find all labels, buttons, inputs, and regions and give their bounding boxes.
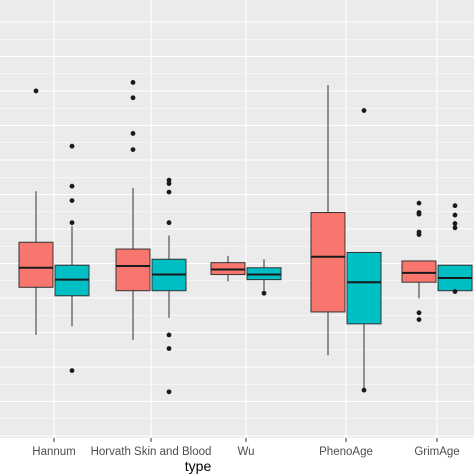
outlier-point-3 bbox=[452, 212, 458, 218]
box-body bbox=[18, 241, 54, 288]
box-body bbox=[401, 260, 437, 283]
outlier-point-2 bbox=[166, 332, 172, 338]
outlier-point-0 bbox=[452, 289, 458, 294]
x-tick-labels: Hannum Horvath Skin and Blood Wu PhenoAge Gr… bbox=[32, 446, 459, 458]
outlier-point-6 bbox=[416, 200, 422, 206]
box-phenoage-group1 bbox=[310, 85, 346, 356]
box-wu-group1 bbox=[210, 255, 246, 282]
outlier-point-3 bbox=[166, 220, 172, 226]
box-body bbox=[346, 251, 382, 325]
box-body bbox=[310, 212, 346, 313]
outlier-point-3 bbox=[416, 229, 422, 235]
outlier-point-3 bbox=[69, 183, 75, 189]
box-horvath-skin-and-blood-group1 bbox=[115, 80, 151, 340]
plot-panel bbox=[0, 0, 474, 438]
outlier-point-5 bbox=[166, 181, 172, 187]
outlier-point-2 bbox=[452, 221, 458, 226]
box-grimage-group2 bbox=[437, 203, 473, 294]
box-phenoage-group2 bbox=[346, 108, 382, 393]
box-hannum-group2 bbox=[54, 143, 90, 373]
outlier-point-4 bbox=[452, 203, 458, 209]
box-hannum-group1 bbox=[18, 88, 54, 335]
x-tick-label-3: PhenoAge bbox=[319, 446, 373, 458]
outlier-point-2 bbox=[130, 95, 136, 101]
outlier-point-3 bbox=[130, 80, 136, 85]
outlier-point-0 bbox=[130, 147, 136, 153]
outlier-point-0 bbox=[416, 317, 422, 322]
x-grid-lines bbox=[53, 0, 438, 438]
outlier-point-0 bbox=[261, 290, 267, 296]
box-horvath-skin-and-blood-group2 bbox=[151, 177, 187, 395]
outlier-point-6 bbox=[166, 177, 172, 183]
x-tick-label-4: GrimAge bbox=[414, 446, 459, 458]
x-axis-title: type bbox=[185, 458, 212, 474]
x-ticks bbox=[53, 438, 438, 442]
outlier-point-4 bbox=[166, 189, 172, 195]
outlier-point-0 bbox=[361, 387, 367, 393]
outlier-point-0 bbox=[69, 368, 75, 373]
outlier-point-5 bbox=[416, 210, 422, 215]
outlier-point-1 bbox=[166, 346, 172, 351]
outlier-point-2 bbox=[69, 198, 75, 204]
box-grimage-group1 bbox=[401, 200, 437, 322]
outlier-point-0 bbox=[33, 88, 39, 94]
box-wu-group2 bbox=[246, 259, 282, 296]
outlier-point-1 bbox=[361, 108, 367, 113]
box-body bbox=[115, 248, 151, 292]
outlier-point-4 bbox=[69, 143, 75, 149]
outlier-point-1 bbox=[416, 310, 422, 316]
x-tick-label-1: Horvath Skin and Blood bbox=[91, 446, 212, 458]
outlier-point-1 bbox=[452, 225, 458, 231]
boxes-layer bbox=[18, 80, 473, 395]
outlier-point-1 bbox=[69, 220, 75, 226]
outlier-point-1 bbox=[130, 131, 136, 136]
outlier-point-0 bbox=[166, 389, 172, 395]
x-tick-label-2: Wu bbox=[237, 446, 254, 458]
x-tick-label-0: Hannum bbox=[32, 446, 75, 458]
